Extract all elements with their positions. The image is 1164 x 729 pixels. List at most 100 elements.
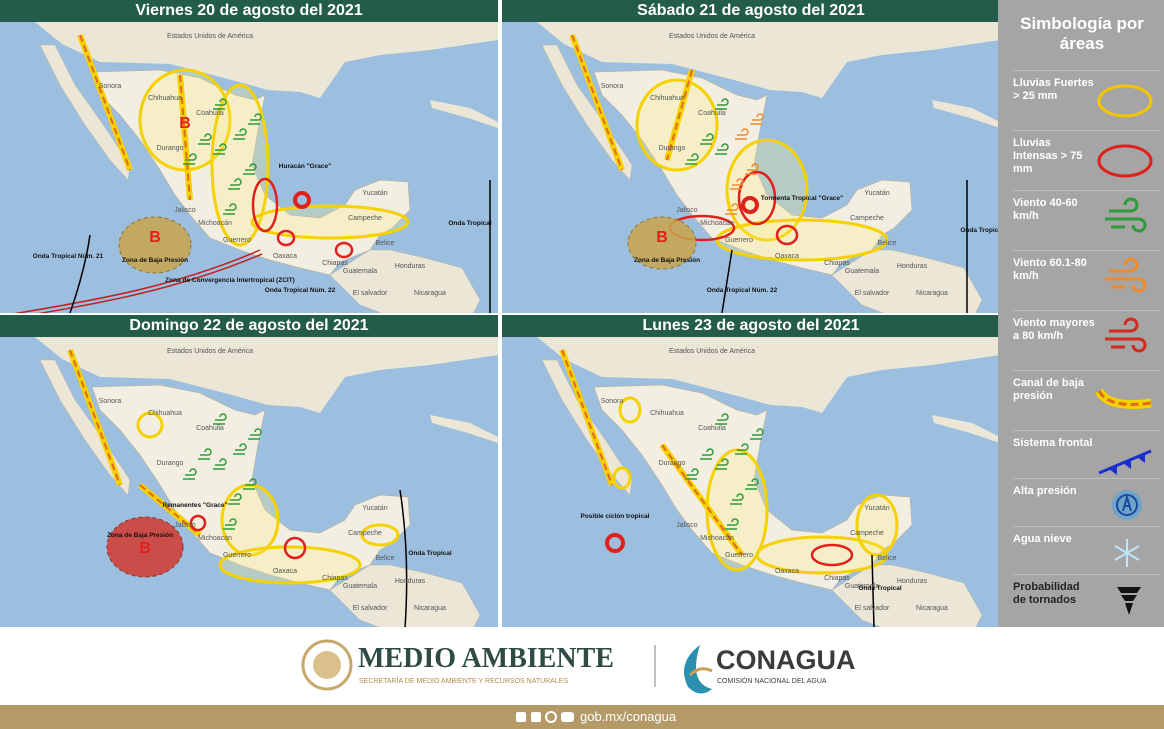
wind-symbol [715,458,729,470]
legend-label: Agua nieve [1013,533,1072,545]
place-label: Estados Unidos de América [167,348,253,355]
wind-symbol [233,443,247,455]
agency-full: COMISIÓN NACIONAL DEL AGUA [717,676,827,685]
place-label: Campeche [348,530,382,537]
place-label: El salvador [353,290,388,297]
map-shape [430,100,498,128]
map-shape [715,218,889,262]
footer-bar: gob.mx/conagua [0,705,1164,729]
wind-symbol [248,428,262,440]
annotation: Zona de Convergencia Intertropical (ZCIT… [165,277,295,284]
place-label: Coahuila [698,425,726,432]
legend-label: Viento 60.1-80 km/h [1013,257,1087,282]
legend-item: Alta presión [1013,478,1161,527]
place-label: Jalisco [174,522,196,529]
map-shape [605,533,625,553]
wind-symbol [243,163,257,175]
annotation: Zona de Baja Presión [107,532,173,539]
place-label: Yucatán [864,505,889,512]
legend-item: Viento 60.1-80 km/h [1013,250,1161,307]
place-label: Guerrero [725,237,753,244]
wind-symbol [183,153,197,165]
wind-symbol [745,478,759,490]
place-label: Chihuahua [650,410,684,417]
place-label: Guerrero [223,552,251,559]
map-shape [612,466,632,490]
legend-icon [1095,388,1152,409]
legend-label: Probabilidad de tornados [1013,581,1080,606]
forecast-panel: Domingo 22 de agosto del 2021 Estados Un… [0,315,498,628]
map-shape [250,204,410,240]
place-label: Jalisco [676,522,698,529]
place-label: Honduras [897,263,928,270]
place-label: Oaxaca [273,253,297,260]
wind-symbol [735,128,749,140]
map-shape [502,337,1000,413]
place-label: Chihuahua [148,410,182,417]
annotation: Zona de Baja Presión [122,257,188,264]
legend-item: Canal de baja presión [1013,370,1161,427]
place-label: Yucatán [864,190,889,197]
pressure-label: B [149,229,161,246]
legend-item: Probabilidad de tornados [1013,574,1161,625]
place-label: Oaxaca [775,568,799,575]
map-shape [725,138,809,242]
annotation: Onda Tropical [858,585,902,592]
place-label: Guatemala [845,583,879,590]
place-label: Guerrero [223,237,251,244]
map-shape [593,384,913,591]
annotation: Onda Tropical [448,220,492,227]
map-shape [0,337,498,413]
map-shape [571,34,693,171]
forecast-panel: Lunes 23 de agosto del 2021 Estados Unid… [502,315,1000,628]
pressure-label: B [656,229,668,246]
place-label: Durango [659,460,686,467]
wind-symbol [198,133,212,145]
map-shape [39,44,131,181]
map-shape [721,180,968,313]
legend-icon [1114,539,1140,567]
place-label: Honduras [395,578,426,585]
map-shape [69,180,491,313]
map-shape [502,22,1000,98]
place-label: Durango [157,460,184,467]
map-shape [136,411,164,439]
place-label: Guatemala [343,583,377,590]
map-shape [741,196,759,214]
map-shape [334,241,354,259]
map-layer: Estados Unidos de América Sonora Chihuahua… [502,337,1000,628]
wind-symbol [213,413,227,425]
legend-icon [1105,317,1147,353]
place-label: Guerrero [725,552,753,559]
place-label: Oaxaca [775,253,799,260]
map-shape [39,359,131,496]
map-shape [0,22,498,98]
panel-title: Lunes 23 de agosto del 2021 [502,315,1000,337]
pressure-label: B [139,540,151,557]
place-label: Sonora [99,398,122,405]
map-shape [430,415,498,443]
map-shape [775,224,799,246]
annotation: Tormenta Tropical "Grace" [761,195,843,202]
place-label: Chiapas [824,260,850,267]
footer-logos: MEDIO AMBIENTE SECRETARÍA DE MEDIO AMBIE… [301,639,856,694]
place-label: Chihuahua [148,95,182,102]
place-label: Campeche [850,215,884,222]
map-shape [329,249,481,313]
map-shape [810,543,854,567]
map-shape [13,249,263,313]
map: Estados Unidos de América Sonora Chihuahua… [502,337,1000,628]
map-shape [541,359,633,496]
wind-symbol [750,113,764,125]
place-label: Chiapas [322,260,348,267]
place-label: Sonora [601,398,624,405]
map-layer: Estados Unidos de América Sonora Chihuahua… [0,22,498,313]
place-label: El salvador [855,605,890,612]
place-label: El salvador [855,290,890,297]
place-label: Coahuila [196,110,224,117]
map-shape [855,493,899,557]
wind-symbol [715,413,729,425]
annotation: Huracán "Grace" [279,163,331,170]
legend-item: Agua nieve [1013,526,1161,575]
